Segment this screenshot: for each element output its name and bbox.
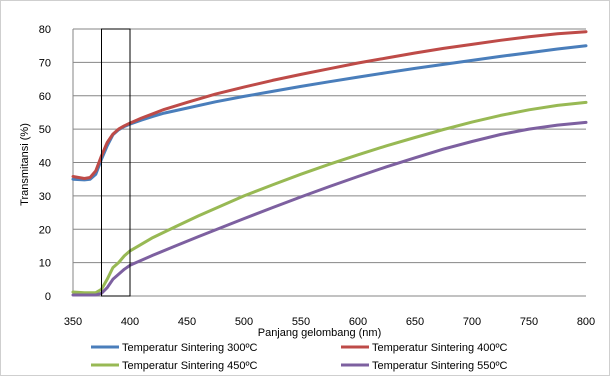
y-tick-label: 30 xyxy=(39,191,51,203)
legend-label: Temperatur Sintering 300ºC xyxy=(122,342,258,354)
x-tick-label: 750 xyxy=(520,316,538,328)
y-tick-label: 60 xyxy=(39,91,51,103)
legend-item: Temperatur Sintering 550ºC xyxy=(341,360,508,372)
y-tick-label: 20 xyxy=(39,224,51,236)
legend-item: Temperatur Sintering 400ºC xyxy=(341,342,508,354)
y-tick-label: 0 xyxy=(45,291,51,303)
y-tick-labels: 0 10 20 30 40 50 60 70 80 xyxy=(39,24,51,303)
legend-item: Temperatur Sintering 450ºC xyxy=(91,360,258,372)
x-axis-title: Panjang gelombang (nm) xyxy=(258,327,382,339)
y-axis-title: Transmitansi (%) xyxy=(19,123,31,206)
x-tick-label: 550 xyxy=(292,316,310,328)
x-tick-label: 600 xyxy=(349,316,367,328)
x-tick-label: 650 xyxy=(406,316,424,328)
series-line-3 xyxy=(71,100,588,295)
x-tick-label: 800 xyxy=(577,316,595,328)
legend-label: Temperatur Sintering 550ºC xyxy=(372,360,508,372)
x-tick-label: 500 xyxy=(235,316,253,328)
x-tick-label: 700 xyxy=(463,316,481,328)
y-tick-label: 80 xyxy=(39,24,51,36)
y-tick-label: 10 xyxy=(39,258,51,270)
y-tick-label: 50 xyxy=(39,124,51,136)
legend-label: Temperatur Sintering 400ºC xyxy=(372,342,508,354)
x-tick-label: 400 xyxy=(121,316,139,328)
legend: Temperatur Sintering 300ºC Temperatur Sin… xyxy=(91,342,508,372)
y-tick-label: 70 xyxy=(39,57,51,69)
legend-item: Temperatur Sintering 300ºC xyxy=(91,342,258,354)
y-tick-label: 40 xyxy=(39,158,51,170)
gridlines xyxy=(73,28,586,264)
x-tick-label: 350 xyxy=(64,316,82,328)
x-tick-label: 450 xyxy=(178,316,196,328)
series-line-2 xyxy=(71,30,588,180)
x-tick-labels: 350 400 450 500 550 600 650 700 750 800 xyxy=(64,316,595,328)
legend-label: Temperatur Sintering 450ºC xyxy=(122,360,258,372)
series-line-4 xyxy=(71,120,588,297)
highlight-box xyxy=(101,28,131,297)
axes xyxy=(72,29,586,297)
series-lines xyxy=(71,30,588,297)
